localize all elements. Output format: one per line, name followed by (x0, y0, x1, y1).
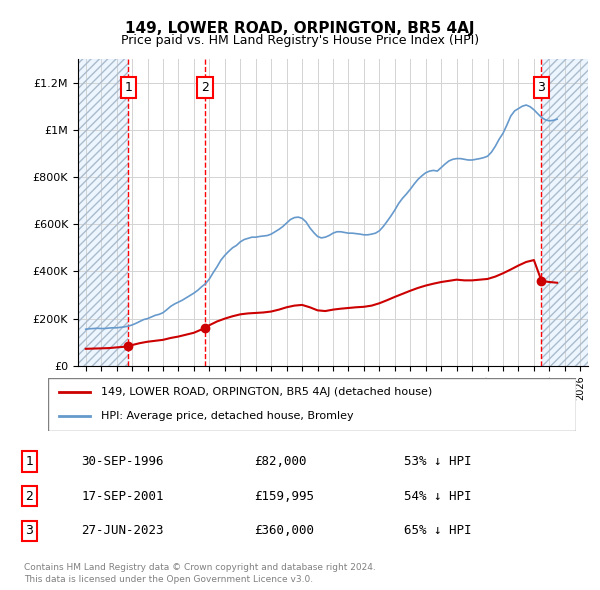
Text: This data is licensed under the Open Government Licence v3.0.: This data is licensed under the Open Gov… (24, 575, 313, 584)
Text: 2: 2 (201, 81, 209, 94)
Text: 1: 1 (124, 81, 132, 94)
Text: Contains HM Land Registry data © Crown copyright and database right 2024.: Contains HM Land Registry data © Crown c… (24, 563, 376, 572)
Text: 149, LOWER ROAD, ORPINGTON, BR5 4AJ (detached house): 149, LOWER ROAD, ORPINGTON, BR5 4AJ (det… (101, 388, 432, 398)
Text: £360,000: £360,000 (254, 525, 314, 537)
Text: 65% ↓ HPI: 65% ↓ HPI (404, 525, 471, 537)
Text: 27-JUN-2023: 27-JUN-2023 (81, 525, 164, 537)
FancyBboxPatch shape (48, 378, 576, 431)
Bar (78, 59, 128, 366)
Text: £82,000: £82,000 (254, 455, 307, 468)
Text: 30-SEP-1996: 30-SEP-1996 (81, 455, 164, 468)
Text: 53% ↓ HPI: 53% ↓ HPI (404, 455, 471, 468)
Bar (78, 59, 128, 366)
Text: 54% ↓ HPI: 54% ↓ HPI (404, 490, 471, 503)
Bar (542, 59, 588, 366)
Text: 2: 2 (25, 490, 33, 503)
Text: 3: 3 (538, 81, 545, 94)
Text: 17-SEP-2001: 17-SEP-2001 (81, 490, 164, 503)
Text: Price paid vs. HM Land Registry's House Price Index (HPI): Price paid vs. HM Land Registry's House … (121, 34, 479, 47)
Bar (542, 59, 588, 366)
Text: 1: 1 (25, 455, 33, 468)
Text: 149, LOWER ROAD, ORPINGTON, BR5 4AJ: 149, LOWER ROAD, ORPINGTON, BR5 4AJ (125, 21, 475, 35)
Text: 3: 3 (25, 525, 33, 537)
Text: £159,995: £159,995 (254, 490, 314, 503)
Text: HPI: Average price, detached house, Bromley: HPI: Average price, detached house, Brom… (101, 411, 353, 421)
